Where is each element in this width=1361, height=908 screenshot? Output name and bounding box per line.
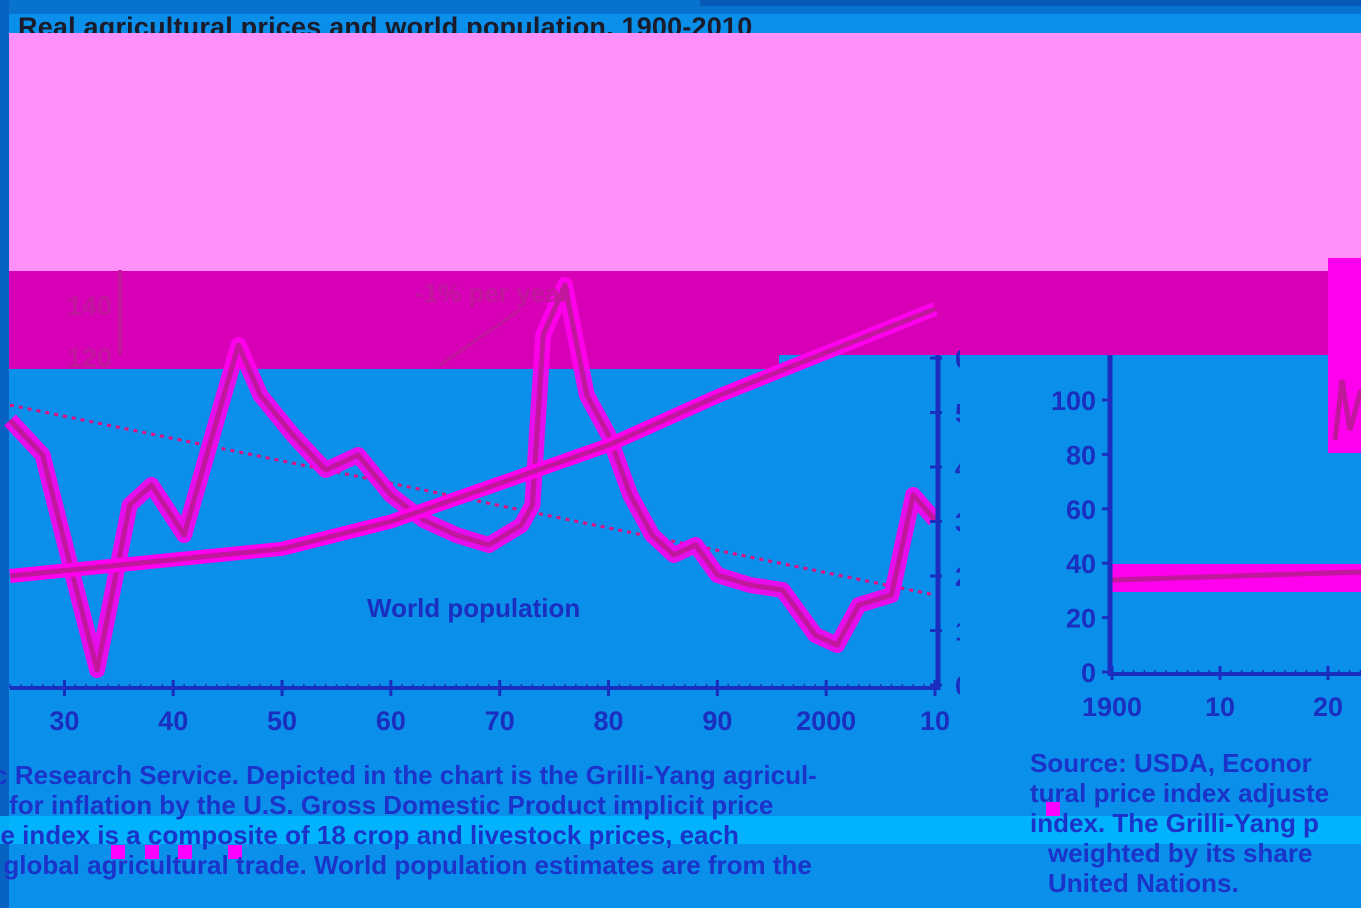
top-band-accent [700,0,1361,6]
x-tick-label: 30 [49,706,79,736]
population-annotation: World population [367,593,580,623]
inset-y-tick-label: 80 [1066,440,1096,470]
x-tick-label: 70 [485,706,515,736]
x-tick-label: 60 [376,706,406,736]
x-tick-label: 10 [920,706,950,736]
inset-y-tick-label: 60 [1066,495,1096,525]
trend-line [9,403,936,597]
x-tick-label: 40 [158,706,188,736]
y-right-tick-label: 2 [955,562,960,592]
source-line: tural price index adjuste [1030,778,1330,808]
population-series-line [9,306,936,579]
marker-square [145,845,159,859]
y-left-tick-label: 120 [67,343,112,373]
trend-annotation-pointer [439,308,521,367]
source-line: United Nations. [1048,868,1239,898]
price-series-line [8,282,937,673]
y-right-tick-label: 0 [955,671,960,701]
source-line: weighted by its share [1048,838,1313,868]
inset-y-tick-label: 40 [1066,549,1096,579]
x-tick-label: 90 [702,706,732,736]
inset-x-tick-label: 20 [1313,692,1343,722]
inset-population-line [1111,569,1361,583]
highlight-band [0,816,1361,844]
inset-y-tick-label: 0 [1081,658,1096,688]
x-tick-label: 2000 [796,706,856,736]
source-note-right: Source: USDA, Econor tural price index a… [1030,748,1329,898]
inset-y-tick-label: 100 [1051,386,1096,416]
source-line: index. The Grilli-Yang p [1030,808,1319,838]
marker-square [111,845,125,859]
y-left-tick-label: 140 [67,291,112,321]
x-tick-label: 80 [594,706,624,736]
source-note-left: ic Research Service. Depicted in the cha… [0,760,817,880]
x-tick-label: 50 [267,706,297,736]
inset-x-tick-label: 10 [1205,692,1235,722]
marker-square [228,845,242,859]
trend-annotation: -1% per year [415,278,570,308]
source-line: ce index is a composite of 18 crop and l… [0,820,739,850]
inset-y-tick-label: 20 [1066,604,1096,634]
inset-x-tick-label: 1900 [1082,692,1142,722]
y-right-tick-label: 3 [955,508,960,538]
overlay-block-pink [9,33,1361,271]
left-rail [0,0,9,908]
y-right-tick-label: 5 [955,399,960,429]
source-line: Source: USDA, Econor [1030,748,1312,778]
main-chart: 304050607080902000100123456140120-1% per… [4,270,960,736]
inset-price-line [1332,379,1361,441]
source-line: r global agricultural trade. World popul… [0,850,812,880]
source-line: ic Research Service. Depicted in the cha… [0,760,817,790]
y-right-tick-label: 4 [955,453,960,483]
inset-price-fragment [1328,258,1361,453]
y-right-tick-label: 1 [955,617,960,647]
y-right-tick-label: 6 [955,344,960,374]
source-line: d for inflation by the U.S. Gross Domest… [0,790,774,820]
marker-square [1046,802,1060,816]
inset-chart: 1900 10 20 0 20 40 60 80 100 [1051,258,1361,722]
marker-square [178,845,192,859]
